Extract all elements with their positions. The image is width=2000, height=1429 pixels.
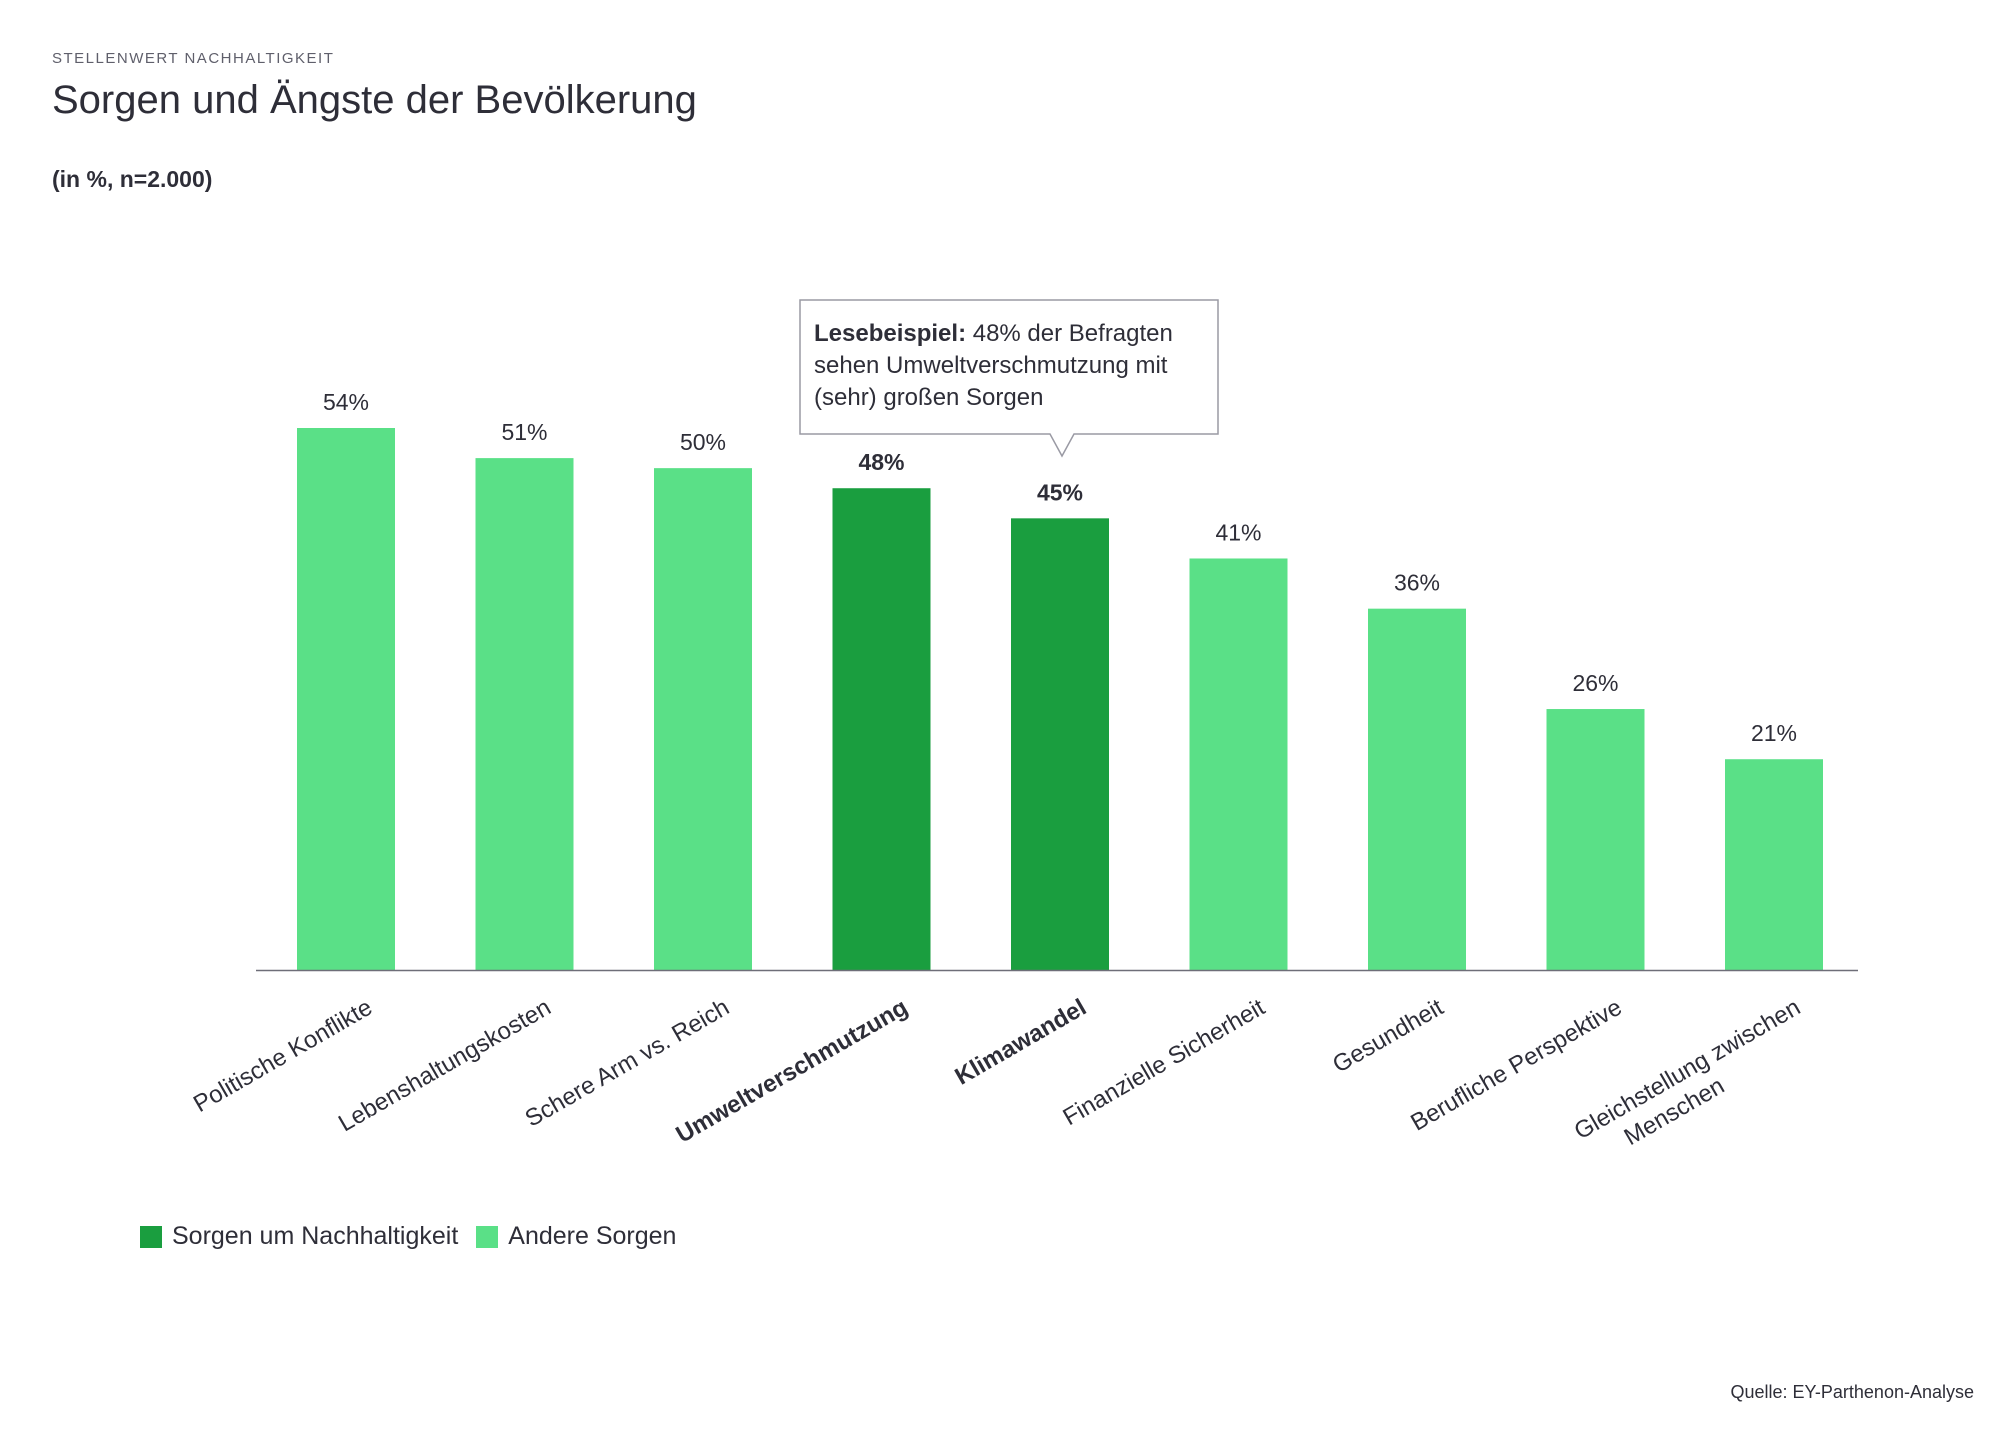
bar-7	[1368, 608, 1466, 970]
bar-4	[832, 488, 931, 970]
data-label-6: 41%	[1215, 519, 1261, 545]
chart-title: Sorgen und Ängste der Bevölkerung	[52, 78, 697, 122]
bar-5	[1011, 518, 1109, 970]
legend: Sorgen um Nachhaltigkeit Andere Sorgen	[140, 1222, 694, 1251]
bar-3	[654, 468, 752, 970]
data-label-2: 51%	[501, 419, 547, 445]
category-label-6: Finanzielle Sicherheit	[1058, 994, 1269, 1132]
data-label-8: 26%	[1572, 670, 1618, 696]
source-note: Quelle: EY-Parthenon-Analyse	[1730, 1382, 1974, 1402]
callout-box	[799, 299, 1219, 458]
data-label-7: 36%	[1394, 570, 1440, 596]
bar-1	[297, 428, 395, 970]
data-label-9: 21%	[1751, 720, 1797, 746]
bar-2	[475, 458, 574, 970]
data-label-1: 54%	[323, 389, 369, 415]
callout-body: 48% der Befragten sehen Umweltverschmutz…	[814, 320, 1173, 411]
category-label-5: Klimawandel	[950, 994, 1091, 1091]
legend-item-other: Andere Sorgen	[476, 1222, 676, 1251]
chart-kicker: STELLENWERT NACHHALTIGKEIT	[52, 50, 335, 67]
callout-bold: Lesebeispiel:	[814, 320, 967, 347]
bar-9	[1725, 759, 1823, 970]
bar-8	[1546, 709, 1645, 970]
legend-label-sustainability: Sorgen um Nachhaltigkeit	[172, 1222, 459, 1250]
callout-text: Lesebeispiel: 48% der Befragten sehen Um…	[814, 318, 1214, 414]
legend-swatch-sustainability	[140, 1225, 162, 1248]
chart-subtitle: (in %, n=2.000)	[52, 166, 213, 192]
category-label-7: Gesundheit	[1328, 994, 1448, 1079]
bar-6	[1189, 558, 1288, 970]
category-label-1: Politische Konflikte	[189, 994, 377, 1118]
data-label-3: 50%	[680, 429, 726, 455]
data-label-5: 45%	[1037, 479, 1083, 505]
legend-label-other: Andere Sorgen	[508, 1222, 677, 1250]
data-label-4: 48%	[858, 449, 904, 475]
legend-item-sustainability: Sorgen um Nachhaltigkeit	[140, 1222, 458, 1251]
legend-swatch-other	[476, 1225, 499, 1248]
